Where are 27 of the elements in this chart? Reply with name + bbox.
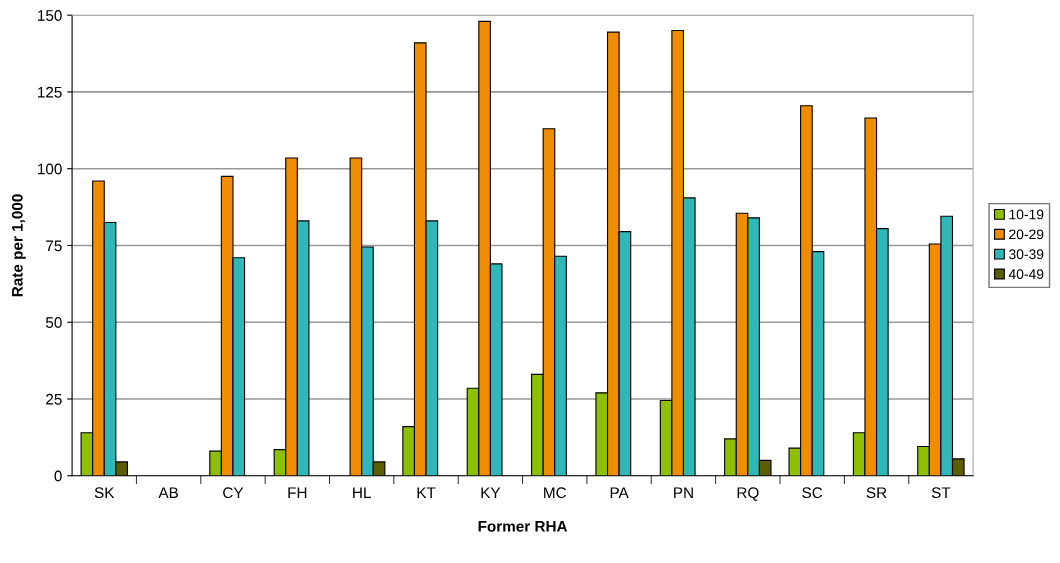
- x-tick-label: PA: [610, 487, 629, 498]
- x-tick-label: FH: [288, 487, 307, 498]
- y-tick-label: 0: [54, 470, 62, 482]
- y-tick-label: 150: [38, 10, 62, 21]
- y-tick-label: 100: [38, 163, 62, 175]
- x-tick-label: ST: [931, 487, 951, 499]
- x-tick-label: SR: [866, 487, 887, 499]
- y-tick-label: 25: [46, 393, 62, 405]
- x-tick-label: SC: [802, 487, 823, 499]
- x-axis-title: Former RHA: [478, 521, 568, 532]
- x-tick-label: RQ: [737, 487, 759, 501]
- x-tick-label: MC: [544, 487, 567, 499]
- y-axis-title: Rate per 1,000: [11, 194, 26, 297]
- x-tick-label: AB: [158, 487, 178, 498]
- x-tick-label: HL: [353, 487, 371, 498]
- legend-label: 30-39: [1009, 249, 1044, 260]
- x-tick-label: SK: [94, 487, 115, 499]
- x-tick-label: KY: [481, 487, 501, 498]
- legend-label: 20-29: [1009, 229, 1044, 240]
- x-tick-label: PN: [674, 487, 693, 498]
- legend-label: 40-49: [1008, 269, 1044, 280]
- y-tick-label: 75: [46, 240, 62, 252]
- y-tick-label: 125: [38, 86, 62, 98]
- x-tick-label: CY: [223, 487, 244, 499]
- legend-label: 10-19: [1009, 209, 1044, 220]
- y-tick-label: 50: [45, 317, 62, 328]
- x-tick-label: KT: [417, 487, 436, 498]
